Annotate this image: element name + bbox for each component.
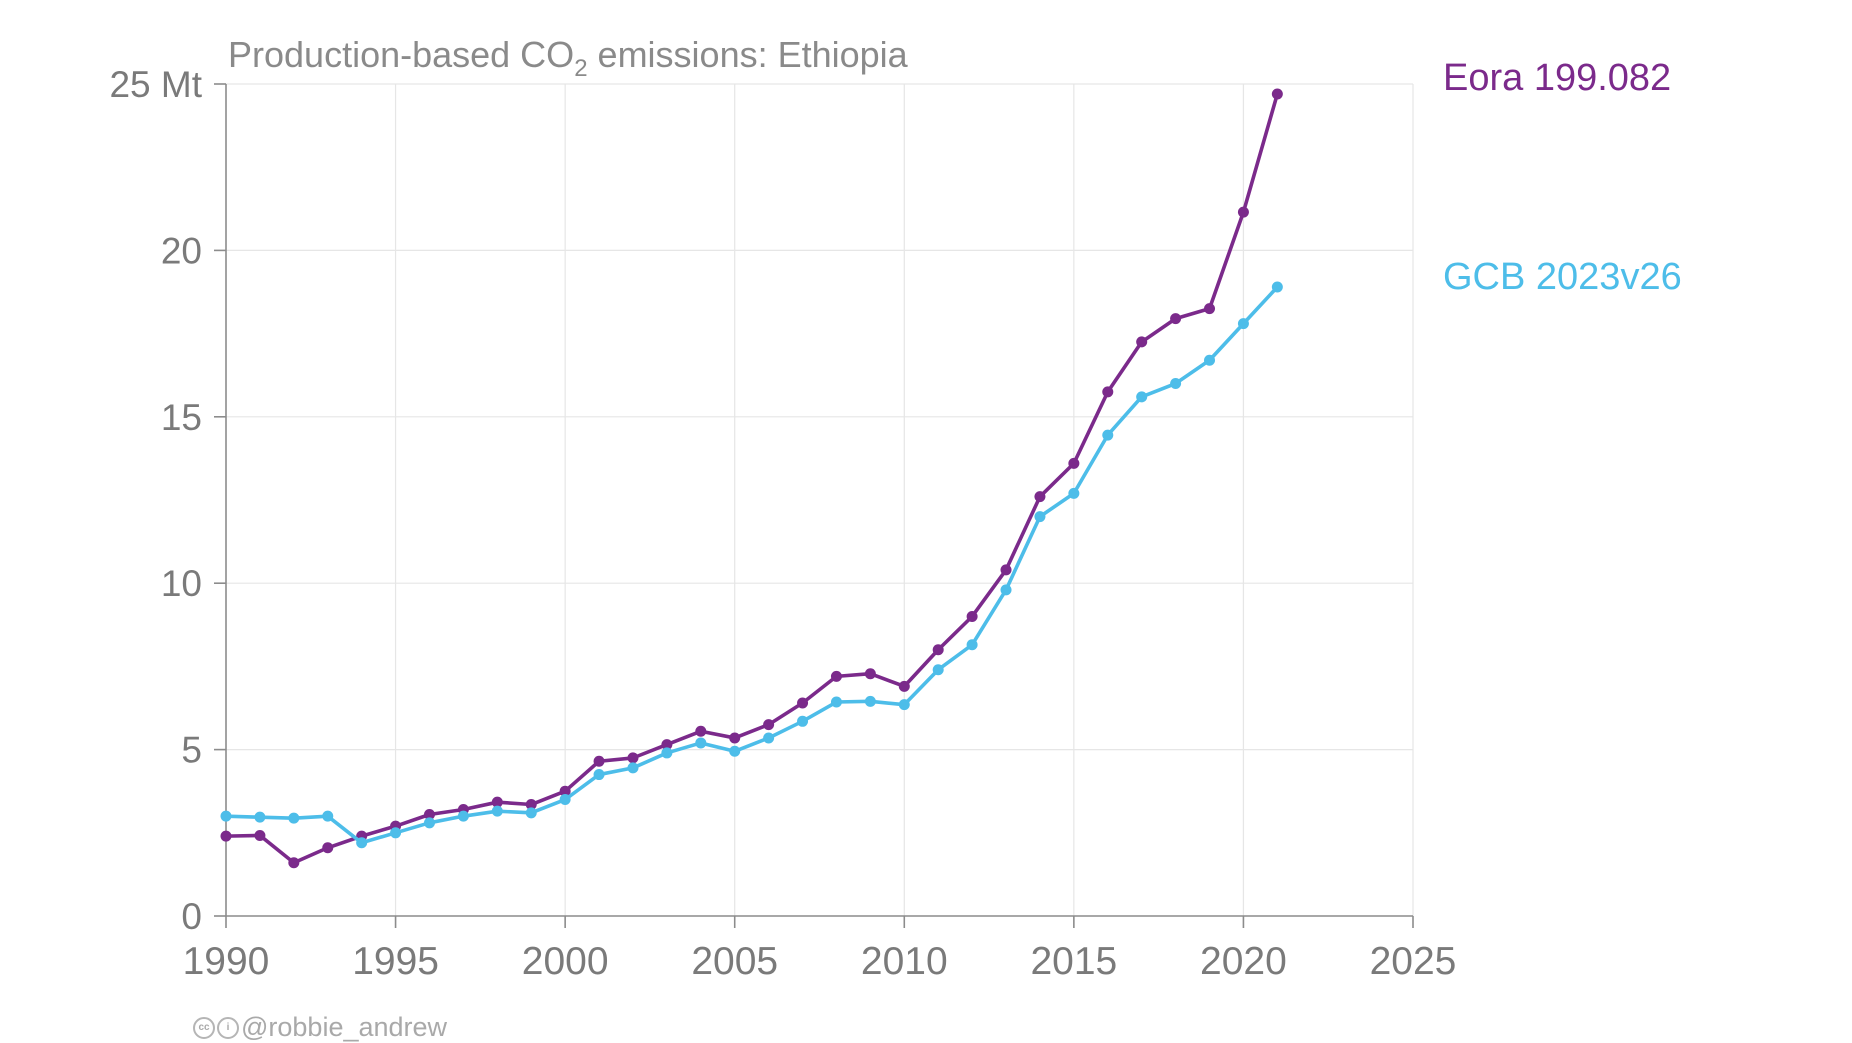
data-point [559,794,571,806]
data-point [627,752,639,764]
data-point [1068,457,1080,469]
data-point [288,857,300,869]
data-point [932,644,944,656]
data-point [1068,487,1080,499]
x-tick-label: 2010 [861,940,948,983]
data-point [220,810,232,822]
series-labels: Eora 199.082 GCB 2023v26 [1443,57,1682,298]
data-point [1000,584,1012,596]
data-point [661,747,673,759]
data-point [1271,88,1283,100]
data-point [695,737,707,749]
data-point [1237,318,1249,330]
data-point [457,810,469,822]
data-point [593,769,605,781]
data-point [830,670,842,682]
data-point [288,812,300,824]
y-tick-label: 0 [181,896,202,937]
data-point [1170,313,1182,325]
data-point [1136,336,1148,348]
data-point [1034,511,1046,523]
series-label: Eora 199.082 [1443,57,1671,99]
data-point [1170,378,1182,390]
y-tick-label: 10 [161,563,202,604]
axes: 0 5 10 15 20 25 Mt 1990 1995 2000 2005 2010 2015 202… [109,64,1456,983]
credit-handle: @robbie_andrew [241,1012,448,1042]
data-point [423,808,435,820]
data-point [254,829,266,841]
data-point [763,719,775,731]
data-point [1000,564,1012,576]
data-point [797,715,809,727]
data-point [966,610,978,622]
series-line [224,92,1280,865]
data-point [559,785,571,797]
data-point [797,697,809,709]
data-point [898,699,910,711]
data-point [525,799,537,811]
data-point [763,732,775,744]
data-point [423,817,435,829]
data-point [491,805,503,817]
data-point [356,837,368,849]
y-tick-label: 5 [181,730,202,771]
data-point [966,639,978,651]
x-tick-label: 2015 [1030,940,1117,983]
data-point [254,811,266,823]
y-tick-label: 20 [161,230,202,271]
data-point [1034,491,1046,503]
data-point [1136,391,1148,403]
series-label: GCB 2023v26 [1443,256,1682,298]
data-point [864,695,876,707]
data-point [525,807,537,819]
y-tick-label: 15 [161,397,202,438]
data-point [220,830,232,842]
x-tick-label: 2005 [691,940,778,983]
credit-footer: cc i @robbie_andrew [193,1012,447,1043]
data-point [898,680,910,692]
data-point [830,696,842,708]
data-point [627,762,639,774]
data-point [1204,354,1216,366]
data-point [1271,281,1283,293]
data-point [864,668,876,680]
series-group [220,88,1283,869]
series-group [220,281,1283,849]
data-point [390,827,402,839]
x-tick-label: 2020 [1200,940,1287,983]
x-tick-label: 2025 [1370,940,1457,983]
creative-commons-icon: cc [193,1016,215,1039]
data-point [729,745,741,757]
grid-lines [226,83,1414,916]
data-point [695,725,707,737]
x-tick-label: 1990 [183,940,270,983]
series-line [224,285,1280,845]
data-point [322,810,334,822]
data-point [932,664,944,676]
x-tick-label: 1995 [352,940,439,983]
data-point [729,732,741,744]
attribution-icon: i [217,1016,239,1039]
data-point [1102,429,1114,441]
data-point [1237,206,1249,218]
data-point [661,739,673,751]
data-point [322,842,334,854]
data-point [593,755,605,767]
series-layer [220,88,1283,869]
x-tick-label: 2000 [522,940,609,983]
chart-title: Production-based CO2 emissions: Ethiopia [228,34,909,82]
y-tick-label: 25 Mt [109,64,202,105]
data-point [1102,386,1114,398]
data-point [491,796,503,808]
data-point [1204,303,1216,315]
